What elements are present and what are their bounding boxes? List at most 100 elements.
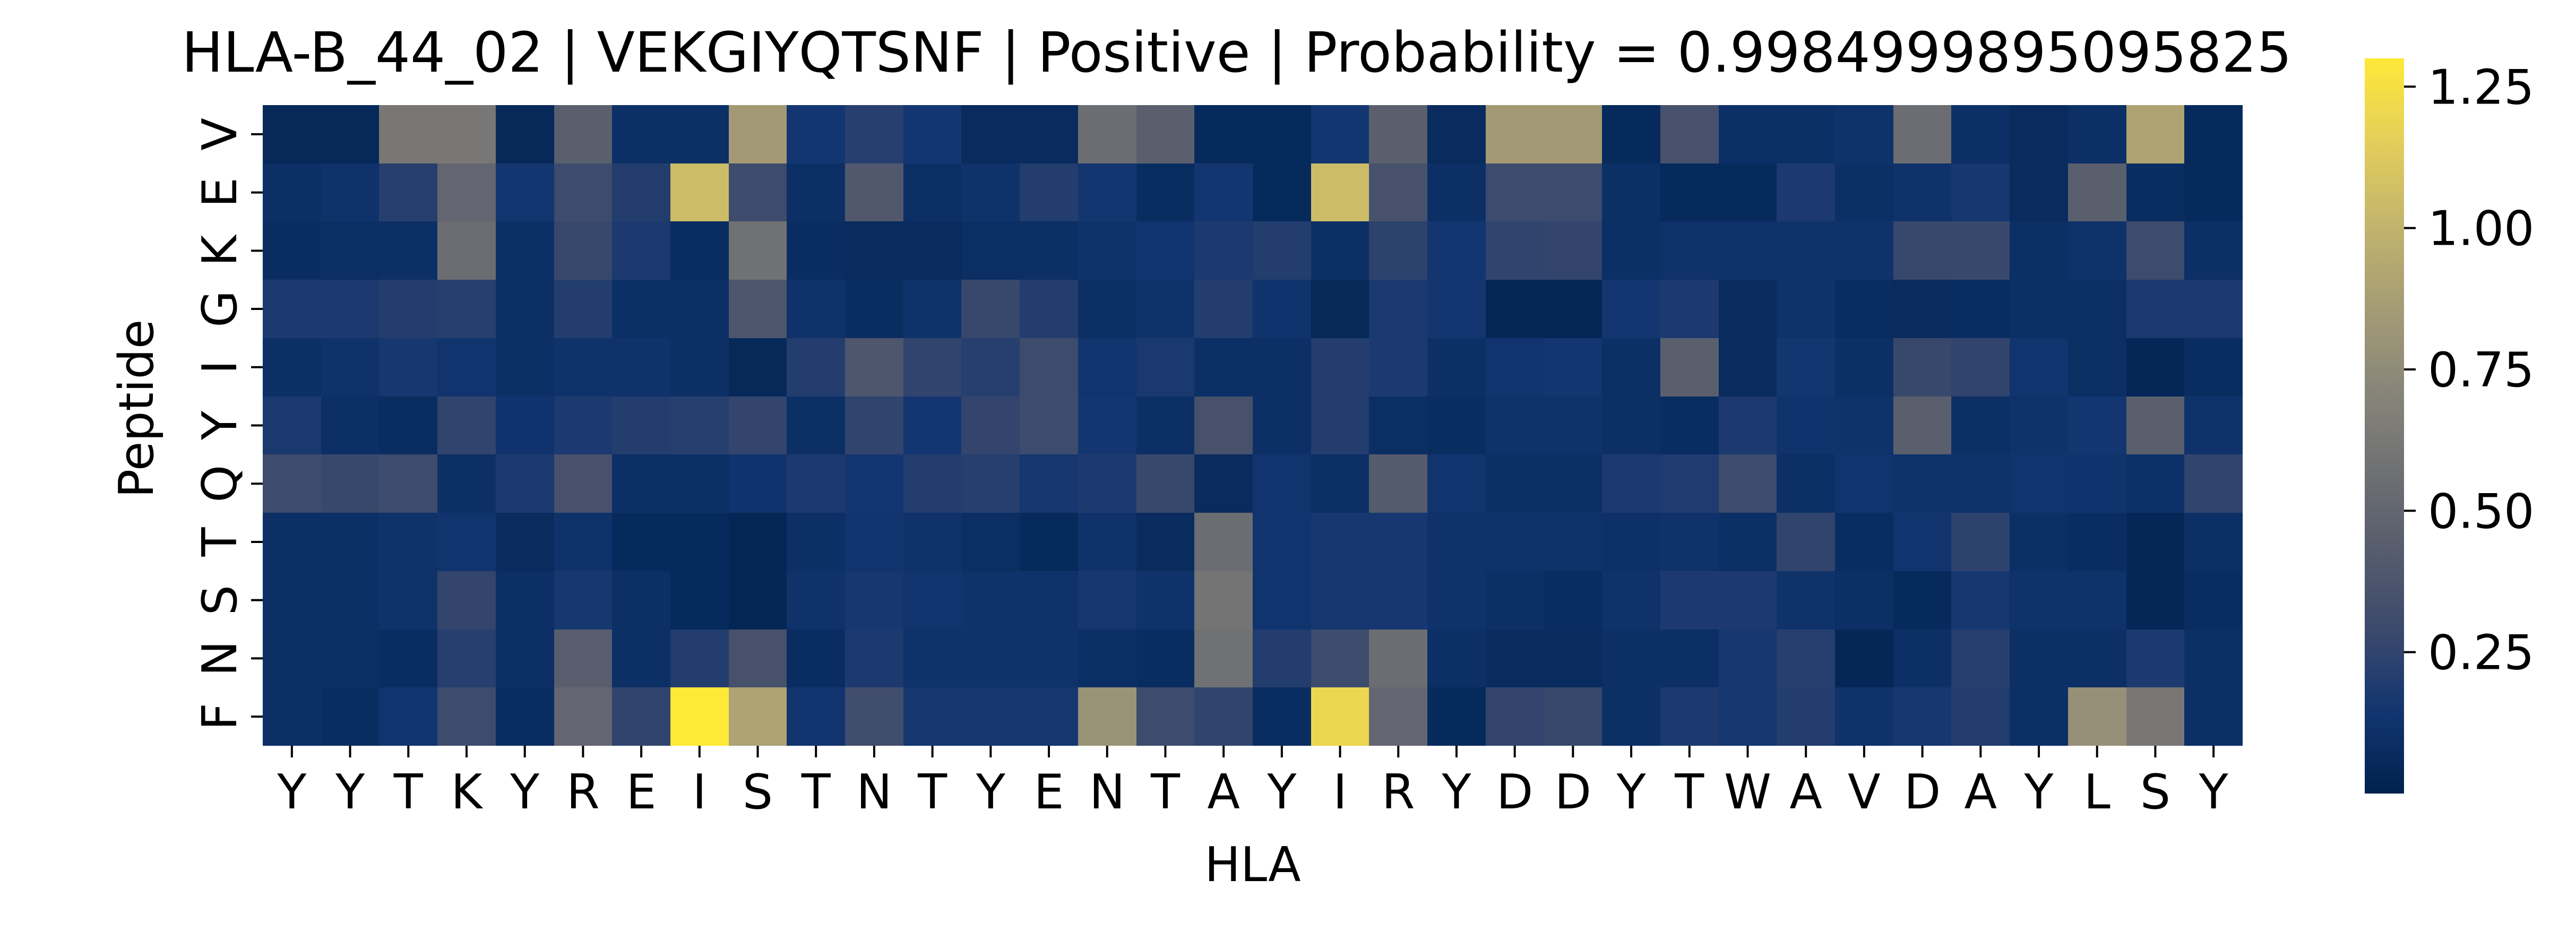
heatmap-cell xyxy=(1660,105,1719,163)
x-tick-label: I xyxy=(1333,764,1347,820)
heatmap-cell xyxy=(437,163,496,221)
heatmap-cell xyxy=(321,630,379,687)
heatmap-cell xyxy=(263,338,321,396)
heatmap-cell xyxy=(321,280,379,338)
heatmap-cell xyxy=(1893,630,1951,687)
heatmap-cell xyxy=(496,513,554,571)
heatmap-cell xyxy=(1194,221,1253,280)
heatmap-cell xyxy=(1544,630,1602,687)
heatmap-cell xyxy=(1777,163,1835,221)
heatmap-cell xyxy=(2068,338,2126,396)
heatmap-cell xyxy=(263,163,321,221)
heatmap-cell xyxy=(263,630,321,687)
heatmap-cell xyxy=(729,630,787,687)
heatmap-cell xyxy=(1078,280,1136,338)
heatmap-cell xyxy=(1253,221,1311,280)
heatmap-cell xyxy=(787,221,845,280)
heatmap-cell xyxy=(787,513,845,571)
heatmap-cell xyxy=(1719,396,1777,454)
heatmap-cell xyxy=(845,630,903,687)
heatmap-cell xyxy=(1835,454,1893,513)
heatmap-cell xyxy=(1486,630,1544,687)
heatmap-cell xyxy=(1427,513,1486,571)
colorbar-tick-label: 0.25 xyxy=(2428,625,2534,681)
x-tick-label: Y xyxy=(1616,764,1647,820)
heatmap-cell xyxy=(1020,221,1078,280)
heatmap-cell xyxy=(729,513,787,571)
heatmap-cell xyxy=(1777,513,1835,571)
heatmap-cell xyxy=(1311,513,1369,571)
heatmap-cell xyxy=(1078,513,1136,571)
heatmap-cell xyxy=(379,454,437,513)
heatmap-cell xyxy=(1835,338,1893,396)
heatmap-cell xyxy=(961,687,1020,746)
heatmap-cell xyxy=(2184,280,2243,338)
heatmap-cell xyxy=(787,396,845,454)
heatmap-cell xyxy=(1369,163,1427,221)
heatmap-cell xyxy=(1951,630,2010,687)
heatmap-cell xyxy=(612,221,670,280)
heatmap-cell xyxy=(321,105,379,163)
heatmap-cell xyxy=(1486,105,1544,163)
heatmap-cell xyxy=(1544,280,1602,338)
heatmap-cell xyxy=(612,396,670,454)
heatmap-cell xyxy=(1427,105,1486,163)
heatmap-cell xyxy=(1369,396,1427,454)
heatmap-cell xyxy=(787,630,845,687)
heatmap-cell xyxy=(2184,396,2243,454)
x-tick-label: S xyxy=(743,764,773,820)
heatmap-cell xyxy=(379,105,437,163)
heatmap-cell xyxy=(1078,396,1136,454)
heatmap-cell xyxy=(1660,338,1719,396)
heatmap-cell xyxy=(2068,163,2126,221)
x-tick-label: I xyxy=(693,764,707,820)
heatmap-cell xyxy=(496,571,554,630)
heatmap-cell xyxy=(1660,687,1719,746)
heatmap-cell xyxy=(2126,105,2184,163)
heatmap-cell xyxy=(2184,513,2243,571)
heatmap-cell xyxy=(1311,163,1369,221)
heatmap-cell xyxy=(2010,454,2068,513)
heatmap-cell xyxy=(1544,687,1602,746)
heatmap-cell xyxy=(2068,454,2126,513)
heatmap-cell xyxy=(670,280,729,338)
heatmap-cell xyxy=(1719,513,1777,571)
heatmap-cell xyxy=(787,163,845,221)
heatmap-cell xyxy=(379,338,437,396)
heatmap-cell xyxy=(1427,221,1486,280)
heatmap-cell xyxy=(496,105,554,163)
heatmap-cell xyxy=(1602,571,1660,630)
heatmap-cell xyxy=(1253,571,1311,630)
heatmap-cell xyxy=(612,630,670,687)
heatmap-cell xyxy=(961,105,1020,163)
heatmap-cell xyxy=(845,338,903,396)
heatmap-cell xyxy=(845,396,903,454)
heatmap-cell xyxy=(1893,454,1951,513)
heatmap-cell xyxy=(1719,163,1777,221)
heatmap-cell xyxy=(612,105,670,163)
heatmap-cell xyxy=(612,163,670,221)
heatmap-cell xyxy=(1311,338,1369,396)
heatmap-cell xyxy=(1951,221,2010,280)
heatmap-cell xyxy=(1194,280,1253,338)
heatmap-cell xyxy=(1835,163,1893,221)
heatmap-cell xyxy=(1078,338,1136,396)
heatmap-cell xyxy=(1893,396,1951,454)
heatmap-cell xyxy=(1660,454,1719,513)
heatmap-cell xyxy=(1486,571,1544,630)
heatmap-cell xyxy=(2126,571,2184,630)
heatmap-cell xyxy=(903,454,961,513)
heatmap-cell xyxy=(1486,221,1544,280)
heatmap-cell xyxy=(1660,571,1719,630)
heatmap-cell xyxy=(1427,280,1486,338)
heatmap-cell xyxy=(1311,630,1369,687)
chart-title: HLA-B_44_02 | VEKGIYQTSNF | Positive | P… xyxy=(182,20,2291,85)
heatmap-cell xyxy=(1078,454,1136,513)
x-tick-label: A xyxy=(1965,764,1997,820)
heatmap-cell xyxy=(612,454,670,513)
heatmap-cell xyxy=(1951,454,2010,513)
heatmap-cell xyxy=(1660,280,1719,338)
heatmap-cell xyxy=(903,630,961,687)
colorbar-tick-label: 0.50 xyxy=(2428,484,2534,539)
